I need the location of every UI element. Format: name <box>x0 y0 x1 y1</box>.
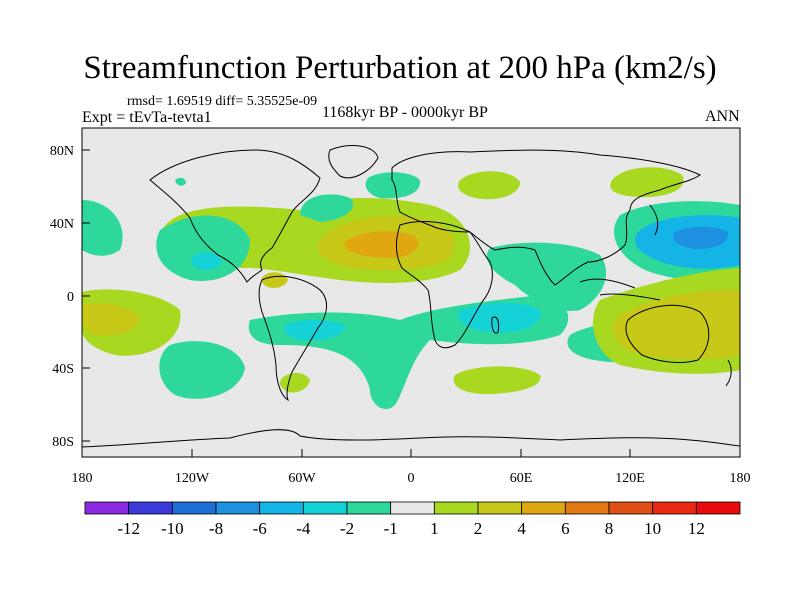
colorbar-level-label: 4 <box>517 519 526 538</box>
period-label: 1168kyr BP - 0000kyr BP <box>322 104 488 121</box>
core-ne-pacific-blue <box>191 252 222 270</box>
contour-n-atlantic-teal <box>300 194 354 222</box>
colorbar-swatch <box>477 501 523 515</box>
colorbar-swatch <box>695 501 741 515</box>
lon-tick-label: 180 <box>730 471 751 486</box>
lat-tick-label: 80N <box>50 144 74 159</box>
colorbar-level-label: 10 <box>644 519 661 538</box>
lon-tick-label: 180 <box>72 471 93 486</box>
experiment-label: Expt = tEvTa-tevta1 <box>82 109 212 126</box>
contour-s-atlantic-blue <box>284 319 345 341</box>
lat-tick-label: 40N <box>50 217 74 232</box>
colorbar-swatch <box>652 501 697 515</box>
colorbar-swatch <box>128 501 173 515</box>
coast-australia <box>625 304 710 363</box>
colorbar-swatch <box>564 501 610 515</box>
coast-europe <box>391 149 701 286</box>
colorbar-level-label: -4 <box>296 519 311 538</box>
colorbar-labels: -12 -10 -8 -6 -4 -2 -1 1 2 4 6 8 10 12 <box>117 519 704 538</box>
coastlines <box>82 145 740 448</box>
coast-africa <box>396 220 493 349</box>
coast-south-america <box>258 275 327 402</box>
colorbar <box>84 501 741 515</box>
season-label: ANN <box>705 108 740 125</box>
colorbar-swatch <box>346 501 392 515</box>
colorbar-level-label: 6 <box>561 519 570 538</box>
colorbar-level-label: 12 <box>688 519 705 538</box>
coast-north-america <box>149 149 321 283</box>
lon-tick-label: 120E <box>615 471 645 486</box>
contour-europe-teal <box>365 172 421 199</box>
lon-tick-label: 0 <box>408 471 415 486</box>
colorbar-swatch <box>433 501 479 515</box>
colorbar-level-label: -8 <box>209 519 223 538</box>
coast-madagascar <box>491 316 500 334</box>
colorbar-level-label: -1 <box>384 519 398 538</box>
coast-japan <box>649 204 659 236</box>
contour-n-pacific-teal <box>82 200 123 256</box>
core-nw-pacific-inner <box>672 226 729 250</box>
figure-title: Streamfunction Perturbation at 200 hPa (… <box>83 50 717 86</box>
colorbar-swatch <box>259 501 304 515</box>
coast-greenland <box>328 145 379 179</box>
colorbar-swatch <box>171 501 217 515</box>
lon-tick-label: 120W <box>175 471 210 486</box>
colorbar-level-label: -2 <box>340 519 354 538</box>
contour-s-indian-lime <box>453 366 541 395</box>
anomaly-n-africa-core <box>344 231 419 258</box>
contour-north-cap-teal <box>175 177 186 186</box>
colorbar-level-label: 2 <box>474 519 483 538</box>
secondary-cores <box>82 226 729 336</box>
colorbar-swatch <box>84 501 130 515</box>
colorbar-swatch <box>390 501 435 515</box>
colorbar-level-label: -6 <box>253 519 267 538</box>
coast-indonesia <box>579 278 661 301</box>
contour-s-pacific-teal <box>159 341 245 399</box>
colorbar-swatch <box>215 501 261 515</box>
colorbar-level-label: 8 <box>605 519 614 538</box>
colorbar-level-label: 1 <box>430 519 439 538</box>
colorbar-level-label: -12 <box>117 519 140 538</box>
core-w-pacific-yellow <box>82 303 140 336</box>
contour-ne-asia-lime <box>610 167 684 198</box>
lon-tick-label: 60E <box>510 471 533 486</box>
stats-line: rmsd= 1.69519 diff= 5.35525e-09 <box>127 94 318 109</box>
colorbar-swatch <box>608 501 654 515</box>
contour-asia-lime <box>458 171 520 200</box>
coast-antarctica <box>82 429 740 448</box>
contour-w-atlantic-teal <box>156 215 250 281</box>
lon-tick-label: 60W <box>288 471 316 486</box>
lon-axis: 180 120W 60W 0 60E 120E 180 <box>72 449 751 486</box>
lat-tick-label: 80S <box>52 435 74 450</box>
lat-tick-label: 40S <box>52 362 74 377</box>
lat-axis: 80N 40N 0 40S 80S <box>50 144 90 450</box>
colorbar-swatch <box>302 501 348 515</box>
lat-tick-label: 0 <box>67 290 74 305</box>
coast-new-zealand <box>725 359 732 387</box>
contour-s-asia-teal <box>486 242 607 311</box>
colorbar-swatch <box>521 501 566 515</box>
contour-atlantic-teal-inner <box>458 302 541 333</box>
colorbar-level-label: -10 <box>161 519 184 538</box>
